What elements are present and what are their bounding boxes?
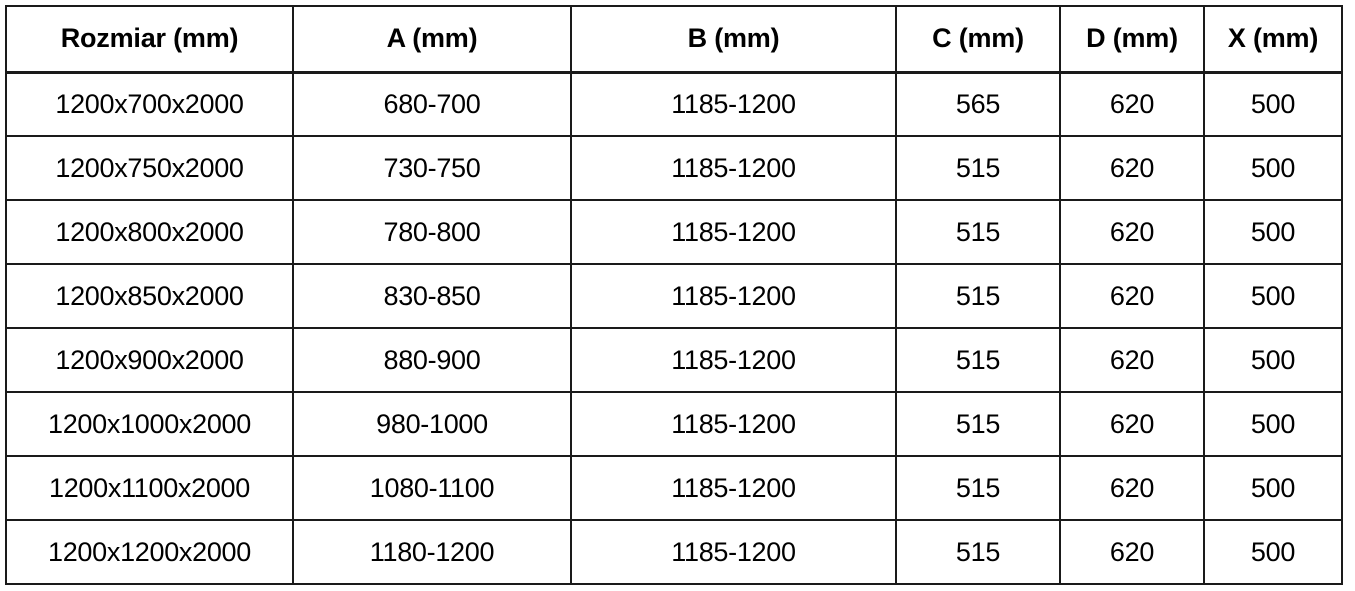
dimensions-table-container: Rozmiar (mm) A (mm) B (mm) C (mm) D (mm)…: [5, 5, 1343, 585]
cell-x: 500: [1203, 71, 1343, 137]
column-header-x: X (mm): [1203, 5, 1343, 74]
cell-a: 680-700: [292, 71, 572, 137]
table-row: 1200x750x2000 730-750 1185-1200 515 620 500: [5, 135, 1343, 201]
cell-size: 1200x1000x2000: [5, 391, 294, 457]
table-header: Rozmiar (mm) A (mm) B (mm) C (mm) D (mm)…: [5, 5, 1343, 74]
cell-d: 620: [1059, 71, 1205, 137]
cell-b: 1185-1200: [570, 327, 897, 393]
cell-b: 1185-1200: [570, 263, 897, 329]
cell-size: 1200x1200x2000: [5, 519, 294, 585]
cell-size: 1200x800x2000: [5, 199, 294, 265]
cell-x: 500: [1203, 199, 1343, 265]
cell-d: 620: [1059, 135, 1205, 201]
column-header-size: Rozmiar (mm): [5, 5, 294, 74]
cell-b: 1185-1200: [570, 199, 897, 265]
cell-a: 880-900: [292, 327, 572, 393]
cell-a: 780-800: [292, 199, 572, 265]
column-header-c: C (mm): [895, 5, 1061, 74]
cell-x: 500: [1203, 455, 1343, 521]
table-row: 1200x900x2000 880-900 1185-1200 515 620 500: [5, 327, 1343, 393]
cell-x: 500: [1203, 135, 1343, 201]
table-row: 1200x800x2000 780-800 1185-1200 515 620 500: [5, 199, 1343, 265]
cell-x: 500: [1203, 263, 1343, 329]
cell-size: 1200x700x2000: [5, 71, 294, 137]
table-body: 1200x700x2000 680-700 1185-1200 565 620 500 12…: [5, 71, 1343, 585]
table-row: 1200x700x2000 680-700 1185-1200 565 620 500: [5, 71, 1343, 137]
cell-b: 1185-1200: [570, 391, 897, 457]
cell-size: 1200x900x2000: [5, 327, 294, 393]
cell-c: 515: [895, 135, 1061, 201]
cell-x: 500: [1203, 327, 1343, 393]
cell-x: 500: [1203, 391, 1343, 457]
cell-a: 1180-1200: [292, 519, 572, 585]
table-row: 1200x1200x2000 1180-1200 1185-1200 515 620 50…: [5, 519, 1343, 585]
cell-a: 980-1000: [292, 391, 572, 457]
cell-a: 730-750: [292, 135, 572, 201]
column-header-b: B (mm): [570, 5, 897, 74]
cell-c: 515: [895, 391, 1061, 457]
cell-b: 1185-1200: [570, 135, 897, 201]
cell-c: 565: [895, 71, 1061, 137]
cell-d: 620: [1059, 199, 1205, 265]
table-header-row: Rozmiar (mm) A (mm) B (mm) C (mm) D (mm)…: [5, 5, 1343, 74]
cell-d: 620: [1059, 263, 1205, 329]
cell-b: 1185-1200: [570, 455, 897, 521]
cell-c: 515: [895, 455, 1061, 521]
table-row: 1200x1100x2000 1080-1100 1185-1200 515 620 50…: [5, 455, 1343, 521]
column-header-d: D (mm): [1059, 5, 1205, 74]
cell-a: 1080-1100: [292, 455, 572, 521]
cell-b: 1185-1200: [570, 71, 897, 137]
cell-d: 620: [1059, 327, 1205, 393]
cell-d: 620: [1059, 391, 1205, 457]
cell-d: 620: [1059, 519, 1205, 585]
dimensions-table: Rozmiar (mm) A (mm) B (mm) C (mm) D (mm)…: [5, 5, 1343, 585]
cell-x: 500: [1203, 519, 1343, 585]
cell-c: 515: [895, 263, 1061, 329]
cell-d: 620: [1059, 455, 1205, 521]
cell-c: 515: [895, 199, 1061, 265]
cell-c: 515: [895, 519, 1061, 585]
cell-size: 1200x850x2000: [5, 263, 294, 329]
cell-b: 1185-1200: [570, 519, 897, 585]
table-row: 1200x1000x2000 980-1000 1185-1200 515 620 500: [5, 391, 1343, 457]
cell-size: 1200x750x2000: [5, 135, 294, 201]
table-row: 1200x850x2000 830-850 1185-1200 515 620 500: [5, 263, 1343, 329]
cell-size: 1200x1100x2000: [5, 455, 294, 521]
column-header-a: A (mm): [292, 5, 572, 74]
cell-c: 515: [895, 327, 1061, 393]
cell-a: 830-850: [292, 263, 572, 329]
